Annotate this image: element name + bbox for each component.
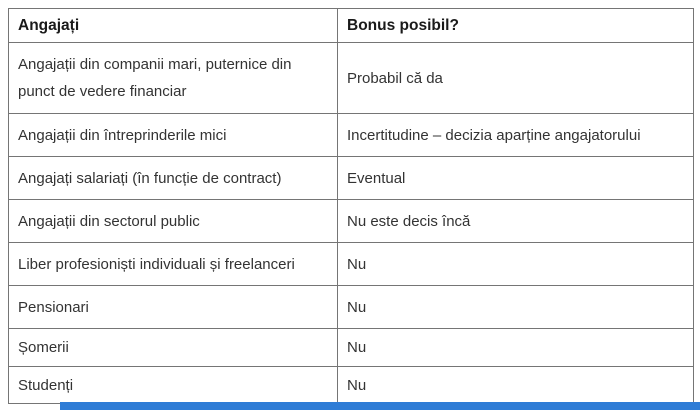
table-header-row: Angajați Bonus posibil? — [8, 8, 694, 43]
cell-bonus-answer: Probabil că da — [337, 42, 694, 114]
table-row: Pensionari Nu — [8, 285, 694, 329]
cell-bonus-answer: Nu — [337, 285, 694, 329]
cell-employee-type: Șomerii — [8, 328, 338, 367]
table-row: Șomerii Nu — [8, 328, 694, 367]
bonus-eligibility-table: Angajați Bonus posibil? Angajații din co… — [8, 8, 694, 404]
cell-employee-type: Pensionari — [8, 285, 338, 329]
table-row: Angajații din companii mari, puternice d… — [8, 42, 694, 114]
cell-bonus-answer: Eventual — [337, 156, 694, 200]
table-row: Angajații din întreprinderile mici Incer… — [8, 113, 694, 157]
column-header-bonus-posibil: Bonus posibil? — [337, 8, 694, 43]
table-row: Angajații din sectorul public Nu este de… — [8, 199, 694, 243]
cell-bonus-answer: Incertitudine – decizia aparține angajat… — [337, 113, 694, 157]
table-row: Angajați salariați (în funcție de contra… — [8, 156, 694, 200]
cell-bonus-answer: Nu — [337, 366, 694, 404]
cell-bonus-answer: Nu — [337, 328, 694, 367]
cell-employee-type: Studenți — [8, 366, 338, 404]
cell-bonus-answer: Nu — [337, 242, 694, 286]
cell-employee-type: Liber profesioniști individuali și freel… — [8, 242, 338, 286]
cell-employee-type: Angajați salariați (în funcție de contra… — [8, 156, 338, 200]
cell-employee-type: Angajații din companii mari, puternice d… — [8, 42, 338, 114]
cell-employee-type: Angajații din sectorul public — [8, 199, 338, 243]
horizontal-scrollbar-thumb[interactable] — [60, 402, 700, 410]
table-row: Studenți Nu — [8, 366, 694, 404]
cell-employee-type: Angajații din întreprinderile mici — [8, 113, 338, 157]
cell-bonus-answer: Nu este decis încă — [337, 199, 694, 243]
column-header-angajati: Angajați — [8, 8, 338, 43]
table-row: Liber profesioniști individuali și freel… — [8, 242, 694, 286]
